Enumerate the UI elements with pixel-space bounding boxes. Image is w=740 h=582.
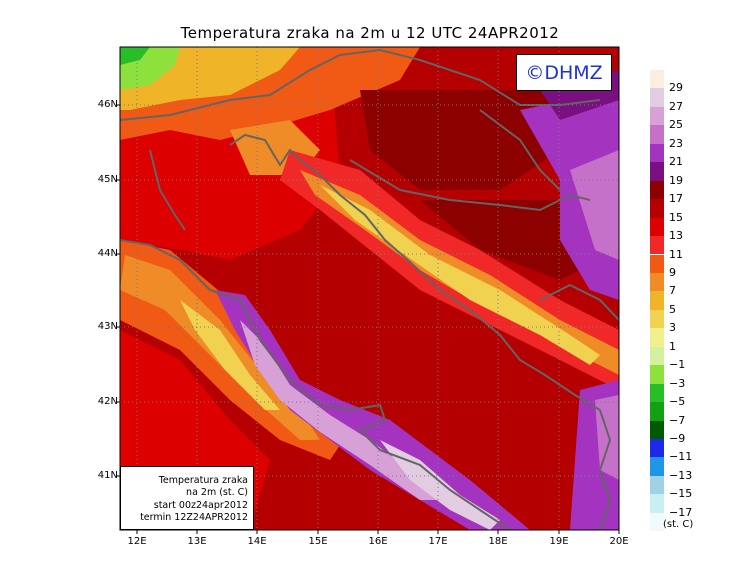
legend-swatch xyxy=(650,328,664,347)
legend-label: 13 xyxy=(669,229,683,243)
legend-label: 11 xyxy=(669,247,683,261)
legend-swatch xyxy=(650,217,664,237)
legend-swatch xyxy=(650,236,664,255)
lon-label: 13E xyxy=(187,536,207,547)
legend-label: 3 xyxy=(669,321,676,335)
legend-label: −7 xyxy=(669,413,686,427)
coastlines xyxy=(120,48,619,530)
lat-label: 44N xyxy=(97,248,118,259)
legend-label: 21 xyxy=(669,155,683,169)
legend-label: −5 xyxy=(669,395,686,409)
lat-label: 42N xyxy=(97,396,118,407)
lon-label: 14E xyxy=(247,536,267,547)
map-frame xyxy=(119,46,620,531)
legend-swatch xyxy=(650,512,664,532)
legend-swatch xyxy=(650,291,664,310)
legend-label: −11 xyxy=(669,450,693,464)
lat-label: 43N xyxy=(97,321,118,332)
legend-swatch xyxy=(650,88,664,107)
lon-label: 12E xyxy=(127,536,147,547)
legend-label: −1 xyxy=(669,358,686,372)
legend-label: 7 xyxy=(669,284,676,298)
lat-label: 41N xyxy=(97,470,118,481)
legend-swatch xyxy=(650,272,664,292)
legend-label: 1 xyxy=(669,339,676,353)
legend-swatch xyxy=(650,180,664,200)
legend-swatch xyxy=(650,346,664,366)
legend-swatch xyxy=(650,106,664,126)
lon-label: 20E xyxy=(609,536,629,547)
legend-units: (st. C) xyxy=(663,519,694,530)
legend-label: 29 xyxy=(669,81,683,95)
info-box: Temperatura zraka na 2m (st. C) start 00… xyxy=(120,466,254,530)
temperature-field xyxy=(120,47,619,530)
legend-swatch xyxy=(650,439,664,458)
legend-swatch xyxy=(650,475,664,495)
lat-label: 46N xyxy=(97,99,118,110)
legend-swatch xyxy=(650,254,664,273)
legend-swatch xyxy=(650,365,664,384)
legend-label: 17 xyxy=(669,192,683,206)
legend-label: 25 xyxy=(669,118,683,132)
legend-swatch xyxy=(650,383,664,403)
lon-label: 18E xyxy=(488,536,508,547)
legend-swatch xyxy=(650,309,664,329)
legend-label: 19 xyxy=(669,173,683,187)
axis-ticks xyxy=(116,104,620,534)
grid-lines xyxy=(120,47,619,530)
legend-label: −15 xyxy=(669,487,693,501)
legend-label: 27 xyxy=(669,99,683,113)
legend-swatch xyxy=(650,420,664,439)
legend-swatch xyxy=(650,143,664,163)
dhmz-logo: ©DHMZ xyxy=(516,54,612,91)
legend-swatch xyxy=(650,162,664,181)
legend-swatch xyxy=(650,457,664,476)
info-line: termin 12Z24APR2012 xyxy=(140,512,248,524)
map-title: Temperatura zraka na 2m u 12 UTC 24APR20… xyxy=(180,24,560,42)
legend-swatch xyxy=(650,125,664,144)
legend-swatch xyxy=(650,402,664,421)
legend-swatch xyxy=(650,494,664,513)
lon-label: 16E xyxy=(368,536,388,547)
lon-label: 17E xyxy=(428,536,448,547)
legend-swatch xyxy=(650,70,664,89)
lat-label: 45N xyxy=(97,174,118,185)
legend-label: 23 xyxy=(669,136,683,150)
legend-label: 9 xyxy=(669,265,676,279)
info-line: na 2m (st. C) xyxy=(186,487,248,499)
legend-label: −9 xyxy=(669,432,686,445)
lon-label: 15E xyxy=(308,536,328,547)
legend-label: −13 xyxy=(669,468,693,482)
legend-swatch xyxy=(650,199,664,218)
legend-label: −3 xyxy=(669,376,686,390)
legend-label: −17 xyxy=(669,505,693,519)
info-line: start 00z24apr2012 xyxy=(153,499,248,511)
legend-label: 15 xyxy=(669,210,683,224)
info-line: Temperatura zraka xyxy=(158,475,248,486)
lon-label: 19E xyxy=(549,536,569,547)
legend-label: 5 xyxy=(669,302,676,316)
